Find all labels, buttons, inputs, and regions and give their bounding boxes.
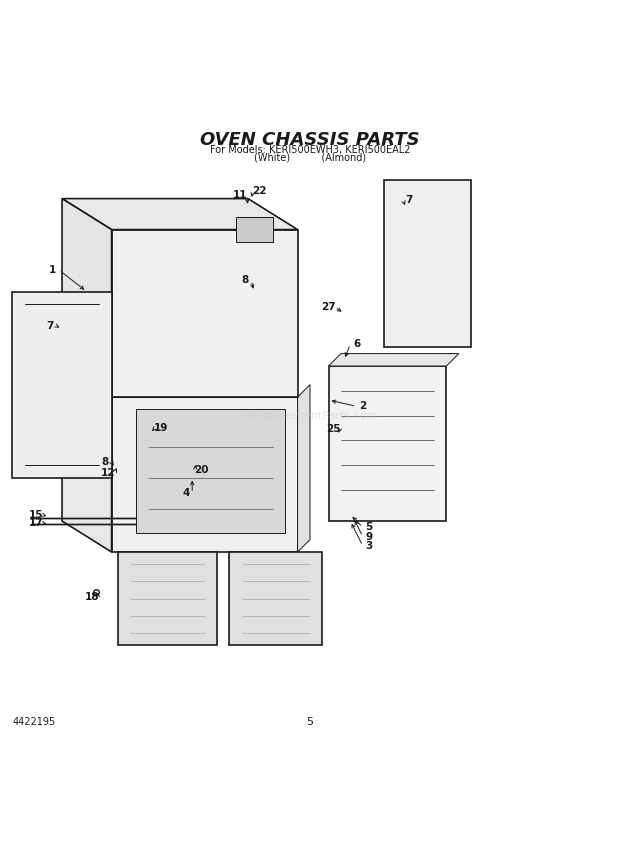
Text: 27: 27 xyxy=(321,302,336,312)
Text: OVEN CHASSIS PARTS: OVEN CHASSIS PARTS xyxy=(200,131,420,149)
Text: 9: 9 xyxy=(365,532,373,542)
Polygon shape xyxy=(236,217,273,242)
Text: 15: 15 xyxy=(29,510,43,520)
Polygon shape xyxy=(62,366,298,397)
Text: eReplacementParts.com: eReplacementParts.com xyxy=(242,411,378,420)
Text: 17: 17 xyxy=(29,518,43,528)
Polygon shape xyxy=(62,199,112,397)
Polygon shape xyxy=(229,552,322,645)
Text: 7: 7 xyxy=(46,321,53,330)
Polygon shape xyxy=(384,180,471,348)
Text: 25: 25 xyxy=(326,425,341,434)
Polygon shape xyxy=(136,409,285,533)
Text: 5: 5 xyxy=(306,716,314,727)
Polygon shape xyxy=(118,552,217,645)
Text: 6: 6 xyxy=(353,339,360,349)
Text: 4: 4 xyxy=(182,488,190,498)
Polygon shape xyxy=(12,292,112,478)
Text: (White)          (Almond): (White) (Almond) xyxy=(254,152,366,162)
Polygon shape xyxy=(112,397,298,552)
Text: 5: 5 xyxy=(365,522,373,532)
Polygon shape xyxy=(329,366,446,521)
Text: 1: 1 xyxy=(49,265,56,275)
Text: 11: 11 xyxy=(233,191,248,200)
Polygon shape xyxy=(62,199,298,229)
Text: 20: 20 xyxy=(194,465,209,475)
Text: 3: 3 xyxy=(365,541,373,550)
Text: 22: 22 xyxy=(252,186,267,196)
Text: 4422195: 4422195 xyxy=(12,716,56,727)
Text: 8: 8 xyxy=(241,276,249,285)
Polygon shape xyxy=(298,384,310,552)
Text: 12: 12 xyxy=(101,467,116,478)
Text: For Models: KERI500EWH3, KERI500EAL2: For Models: KERI500EWH3, KERI500EAL2 xyxy=(210,145,410,155)
Text: 2: 2 xyxy=(359,401,366,411)
Text: 7: 7 xyxy=(405,195,413,205)
Polygon shape xyxy=(112,229,298,397)
Text: 8: 8 xyxy=(102,457,109,467)
Polygon shape xyxy=(329,354,459,366)
Text: 18: 18 xyxy=(84,591,99,602)
Text: 19: 19 xyxy=(154,423,169,433)
Polygon shape xyxy=(62,366,112,552)
